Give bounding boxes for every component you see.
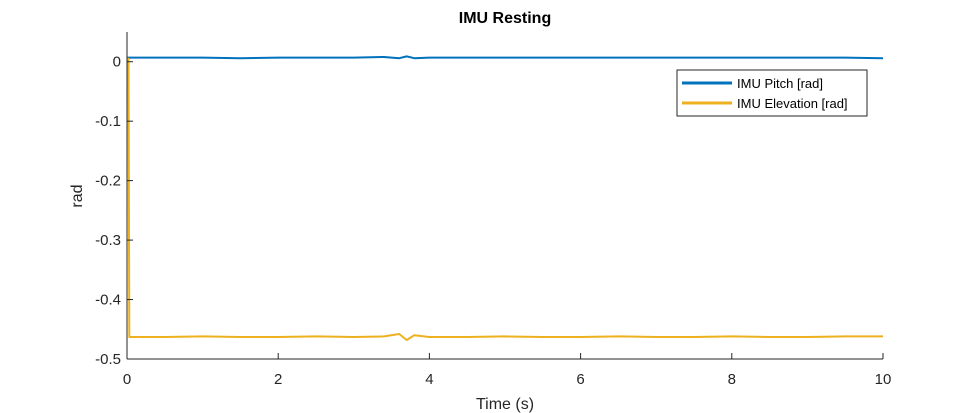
legend-label-1: IMU Elevation [rad]	[737, 96, 848, 111]
x-axis-label: Time (s)	[476, 396, 534, 413]
legend-box	[676, 69, 868, 117]
y-tick-label: 0	[113, 54, 121, 71]
x-tick-label: 0	[123, 371, 131, 388]
x-tick-label: 10	[875, 371, 892, 388]
series-layer	[127, 55, 884, 341]
series-line-1	[127, 57, 883, 341]
y-tick-label: -0.5	[95, 351, 121, 368]
y-tick-label: -0.1	[95, 113, 121, 130]
chart-title: IMU Resting	[459, 10, 551, 27]
x-tick-label: 2	[274, 371, 282, 388]
legend-label-0: IMU Pitch [rad]	[737, 76, 823, 91]
series-line-0	[127, 55, 884, 60]
x-tick-label: 6	[576, 371, 584, 388]
legend: IMU Pitch [rad] IMU Elevation [rad]	[676, 69, 868, 117]
y-tick-label: -0.3	[95, 232, 121, 249]
y-tick-label: -0.4	[95, 292, 121, 309]
y-tick-label: -0.2	[95, 173, 121, 190]
y-axis-label: rad	[69, 184, 86, 207]
x-tick-label: 8	[728, 371, 736, 388]
axes-layer: 0 2 4 6 8 10 0 -0.1 -0.2 -0.3 -0.4 -0.5	[95, 32, 891, 388]
x-tick-label: 4	[425, 371, 433, 388]
